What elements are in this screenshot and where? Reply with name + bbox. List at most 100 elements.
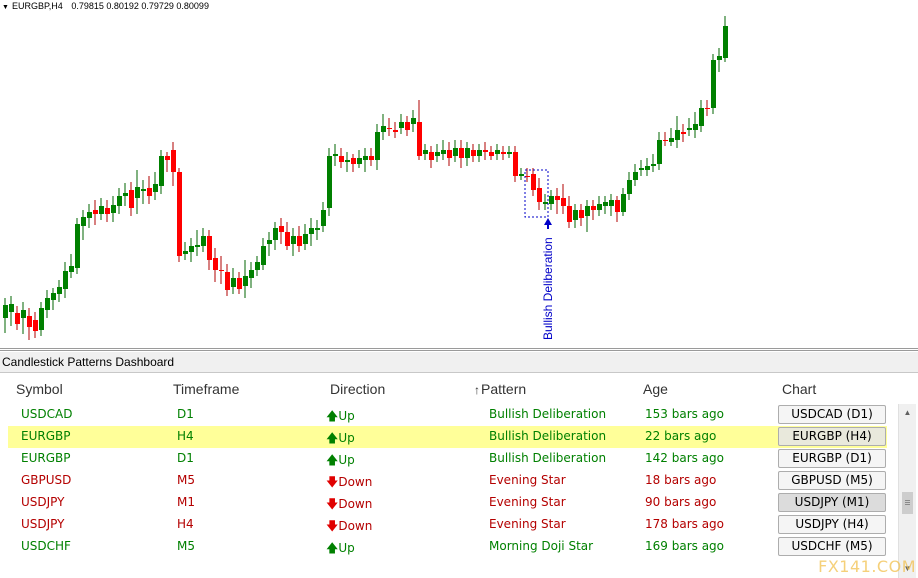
table-row[interactable]: USDJPY M1 🡇Down Evening Star 90 bars ago USDJ… [0, 492, 895, 514]
candle-body [525, 176, 530, 177]
cell-timeframe: M5 [177, 539, 195, 553]
candle-body [189, 246, 194, 252]
candle-body [99, 206, 104, 214]
header-timeframe[interactable]: Timeframe [173, 381, 240, 397]
table-row[interactable]: EURGBP D1 🡅Up Bullish Deliberation 142 bars … [0, 448, 895, 470]
vertical-scrollbar[interactable]: ▲ ▼ [898, 404, 916, 578]
cell-direction: 🡅Up [326, 451, 355, 472]
candle-body [465, 148, 470, 158]
cell-pattern: Bullish Deliberation [489, 429, 607, 443]
candle-body [345, 160, 350, 162]
candle-body [177, 172, 182, 256]
candle-body [513, 152, 518, 176]
open-chart-button[interactable]: USDJPY (M1) [778, 493, 886, 512]
candle-body [585, 206, 590, 216]
open-chart-button[interactable]: EURGBP (H4) [778, 427, 886, 446]
candle-body [39, 308, 44, 330]
candle-body [21, 310, 26, 318]
table-row[interactable]: USDCHF M5 🡅Up Morning Doji Star 169 bars ago… [0, 536, 895, 558]
candle-body [705, 108, 710, 109]
scroll-down-arrow-icon[interactable]: ▼ [903, 564, 912, 573]
candle-body [495, 150, 500, 154]
cell-timeframe: M1 [177, 495, 195, 509]
cell-age: 178 bars ago [645, 517, 725, 531]
candle-body [423, 150, 428, 154]
candle-body [63, 271, 68, 289]
table-row[interactable]: USDJPY H4 🡇Down Evening Star 178 bars ago USD… [0, 514, 895, 536]
candle-body [387, 128, 392, 129]
cell-direction: 🡇Down [326, 517, 372, 538]
candle-body [321, 210, 326, 226]
sort-arrow-icon: ↑ [474, 383, 480, 397]
candle-body [81, 217, 86, 226]
panel-separator[interactable] [0, 348, 918, 349]
chart-title: ▼ EURGBP,H4 0.79815 0.80192 0.79729 0.800… [2, 1, 209, 11]
cell-symbol: EURGBP [21, 429, 71, 443]
cell-age: 169 bars ago [645, 539, 725, 553]
direction-label: Down [338, 497, 373, 511]
candle-body [507, 152, 512, 154]
table-row[interactable]: USDCAD D1 🡅Up Bullish Deliberation 153 bars … [0, 404, 895, 426]
candle-body [687, 128, 692, 130]
header-age[interactable]: Age [643, 381, 668, 397]
candle-body [615, 200, 620, 212]
header-chart[interactable]: Chart [782, 381, 817, 397]
candle-body [339, 156, 344, 162]
price-chart[interactable]: Bullish Deliberation ▼ EURGBP,H4 0.79815 … [0, 0, 918, 348]
dropdown-arrow-icon[interactable]: ▼ [2, 4, 9, 11]
candle-body [381, 126, 386, 132]
open-chart-button[interactable]: USDCHF (M5) [778, 537, 886, 556]
candle-body [93, 210, 98, 214]
arrow-up-icon: 🡅 [326, 409, 339, 423]
candle-body [183, 251, 188, 254]
chart-symbol: EURGBP,H4 [11, 1, 63, 11]
candle-body [135, 187, 140, 198]
candle-body [27, 316, 32, 327]
candle-body [3, 305, 8, 318]
candle-body [531, 174, 536, 190]
scrollbar-thumb[interactable] [902, 492, 913, 514]
candle-body [483, 150, 488, 152]
candle-body [609, 200, 614, 206]
table-row[interactable]: EURGBP H4 🡅Up Bullish Deliberation 22 bars a… [8, 426, 887, 448]
cell-symbol: GBPUSD [21, 473, 72, 487]
candle-body [579, 210, 584, 218]
candle-body [351, 158, 356, 164]
header-pattern[interactable]: ↑Pattern [474, 381, 526, 397]
cell-pattern: Evening Star [489, 495, 566, 509]
watermark: FX141.COM [818, 557, 916, 576]
header-direction[interactable]: Direction [330, 381, 386, 397]
open-chart-button[interactable]: USDCAD (D1) [778, 405, 886, 424]
candle-body [543, 202, 548, 204]
candle-body [249, 270, 254, 278]
open-chart-button[interactable]: EURGBP (D1) [778, 449, 886, 468]
candle-body [699, 108, 704, 126]
candle-body [417, 122, 422, 156]
candle-body [711, 60, 716, 108]
candle-body [51, 293, 56, 300]
cell-symbol: USDCHF [21, 539, 71, 553]
open-chart-button[interactable]: USDJPY (H4) [778, 515, 886, 534]
cell-direction: 🡇Down [326, 473, 372, 494]
candle-body [411, 118, 416, 124]
header-symbol[interactable]: Symbol [16, 381, 63, 397]
arrow-up-icon: 🡅 [326, 431, 339, 445]
candle-body [519, 174, 524, 176]
candle-body [603, 202, 608, 206]
arrow-up-icon: 🡅 [326, 453, 339, 467]
candle-body [663, 140, 668, 141]
candle-body [255, 262, 260, 270]
candle-body [45, 298, 50, 310]
candle-body [669, 138, 674, 142]
candle-body [87, 212, 92, 218]
cell-age: 153 bars ago [645, 407, 725, 421]
candle-body [675, 130, 680, 140]
cell-direction: 🡅Up [326, 539, 355, 560]
candle-body [261, 246, 266, 265]
open-chart-button[interactable]: GBPUSD (M5) [778, 471, 886, 490]
panel-title: Candlestick Patterns Dashboard [0, 352, 918, 373]
candle-body [693, 124, 698, 130]
candle-body [15, 313, 20, 324]
table-row[interactable]: GBPUSD M5 🡇Down Evening Star 18 bars ago GBPU… [0, 470, 895, 492]
scroll-up-arrow-icon[interactable]: ▲ [903, 408, 912, 417]
